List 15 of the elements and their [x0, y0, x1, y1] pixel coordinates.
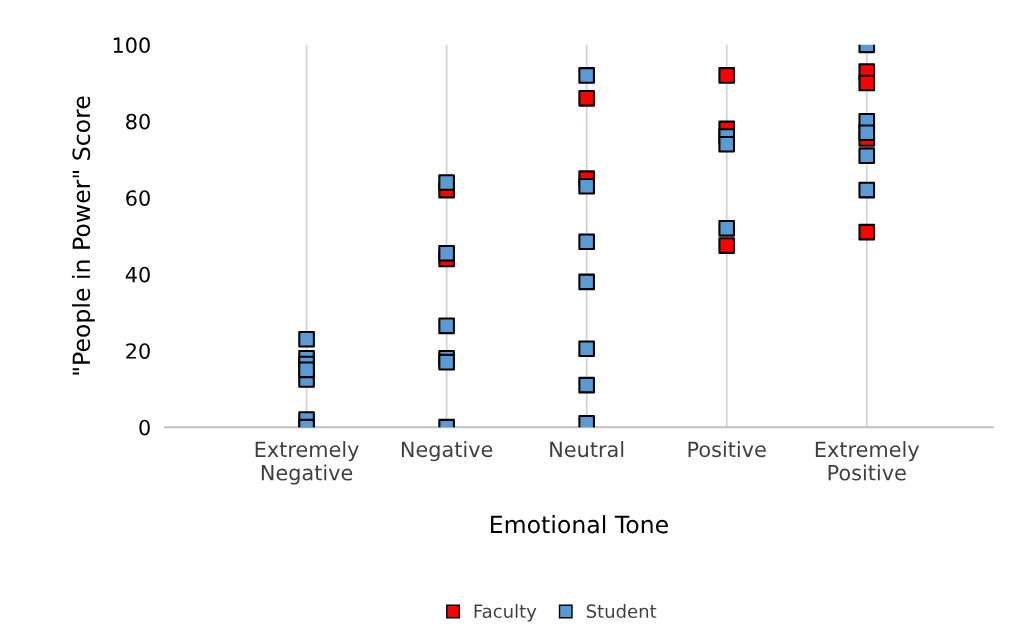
x-tick-label: Neutral — [550, 441, 624, 458]
x-tick-label: Extremely Negative — [255, 441, 359, 485]
y-tick-label: 60 — [126, 190, 150, 206]
y-tick-label: 100 — [113, 37, 150, 54]
y-tick-label: 0 — [139, 419, 150, 436]
legend-label: Student — [586, 604, 657, 619]
x-tick-label: Extremely Positive — [815, 441, 920, 481]
x-tick-label: Positive — [688, 441, 766, 458]
y-tick-label: 40 — [125, 266, 150, 283]
x-tick-label: Negative — [401, 441, 493, 462]
y-axis-title: "People in Power" Score — [71, 96, 95, 375]
legend-label: Faculty — [474, 604, 537, 622]
x-axis-title: Emotional Tone — [491, 515, 668, 534]
y-tick-label: 20 — [126, 343, 150, 359]
y-tick-label: 80 — [126, 113, 150, 130]
